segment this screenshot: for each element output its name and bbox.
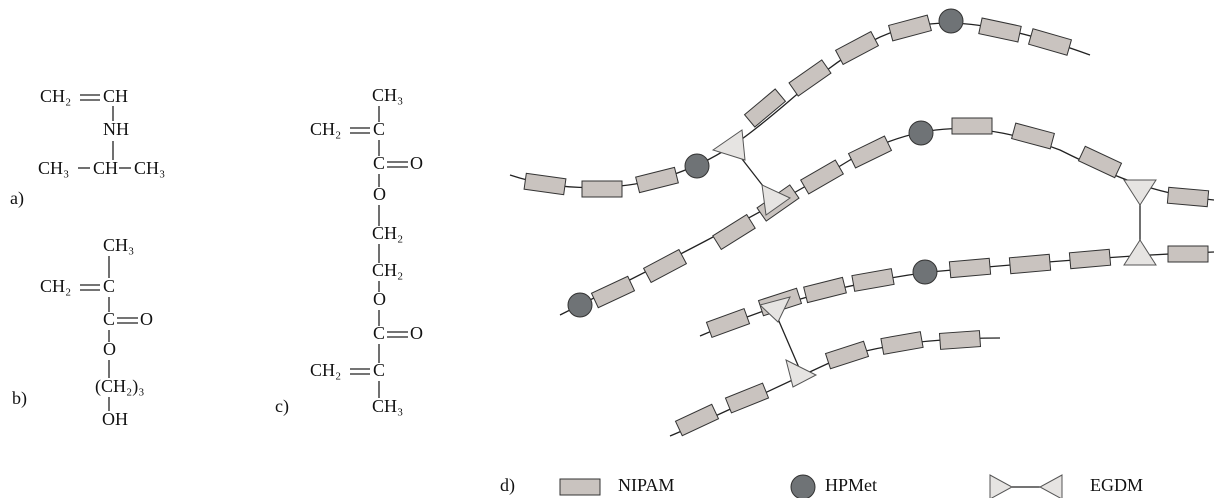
atom: C bbox=[373, 323, 385, 343]
legend-label: NIPAM bbox=[618, 475, 674, 495]
panel-label: a) bbox=[10, 188, 24, 209]
panel-label: b) bbox=[12, 388, 27, 409]
legend-label: HPMet bbox=[825, 475, 877, 495]
structure-b: CH₃ CH₂ C C O O (CH₂)₃ OH b) bbox=[12, 235, 153, 429]
structure-c: CH₃ CH₂ C C O O CH₂ CH₂ O C O CH₂ C CH₃ … bbox=[275, 85, 423, 417]
atom: C bbox=[103, 309, 115, 329]
nipam-unit bbox=[978, 17, 1022, 43]
nipam-unit bbox=[834, 30, 880, 66]
hpmet-unit bbox=[912, 259, 938, 285]
nipam-unit bbox=[743, 88, 787, 128]
atom: CH₂ bbox=[40, 86, 71, 106]
atom: O bbox=[410, 153, 423, 173]
legend-egdm-symbol bbox=[1038, 474, 1063, 498]
egdm-unit bbox=[1123, 179, 1157, 206]
nipam-unit bbox=[1167, 245, 1209, 263]
nipam-unit bbox=[847, 135, 893, 169]
nipam-unit bbox=[705, 308, 751, 338]
nipam-unit bbox=[803, 276, 847, 304]
chain bbox=[509, 22, 1091, 189]
legend-nipam-symbol bbox=[559, 478, 601, 496]
atom: O bbox=[373, 289, 386, 309]
hpmet-unit bbox=[567, 292, 593, 318]
legend-label: EGDM bbox=[1090, 475, 1143, 495]
nipam-unit bbox=[590, 275, 636, 309]
nipam-unit bbox=[799, 159, 845, 195]
atom: CH bbox=[103, 86, 128, 106]
atom: (CH₂)₃ bbox=[95, 376, 145, 397]
nipam-unit bbox=[1010, 122, 1056, 150]
nipam-unit bbox=[1077, 145, 1123, 179]
egdm-unit bbox=[1123, 239, 1157, 266]
nipam-unit bbox=[642, 248, 688, 284]
nipam-unit bbox=[1027, 28, 1073, 56]
nipam-unit bbox=[887, 14, 933, 42]
nipam-unit bbox=[948, 257, 992, 279]
legend-hpmet-symbol bbox=[790, 474, 816, 498]
atom: O bbox=[373, 184, 386, 204]
panel-label: d) bbox=[500, 475, 515, 496]
hpmet-unit bbox=[908, 120, 934, 146]
nipam-unit bbox=[851, 268, 895, 292]
atom: CH₃ bbox=[38, 158, 69, 178]
legend: d) NIPAM HPMet EGDM bbox=[500, 474, 1143, 498]
polymer-network bbox=[509, 8, 1214, 437]
atom: OH bbox=[102, 409, 128, 429]
atom: C bbox=[373, 119, 385, 139]
atom: C bbox=[373, 360, 385, 380]
egdm-unit bbox=[759, 296, 791, 323]
atom: C bbox=[103, 276, 115, 296]
egdm-unit bbox=[785, 359, 818, 388]
egdm-unit bbox=[761, 184, 791, 216]
nipam-unit bbox=[724, 382, 770, 414]
egdm-unit bbox=[711, 129, 746, 161]
atom: CH₂ bbox=[310, 119, 341, 139]
atom: CH₃ bbox=[372, 85, 403, 105]
atom: CH₂ bbox=[310, 360, 341, 380]
nipam-unit bbox=[951, 117, 993, 135]
atom: CH₂ bbox=[372, 223, 403, 243]
atom: O bbox=[103, 339, 116, 359]
atom: O bbox=[410, 323, 423, 343]
legend-egdm-symbol bbox=[989, 474, 1014, 498]
nipam-unit bbox=[635, 166, 679, 194]
chain bbox=[559, 128, 1214, 316]
structure-a: CH₂ CH NH CH₃ CH CH₃ a) bbox=[10, 86, 165, 209]
nipam-unit bbox=[880, 331, 924, 355]
nipam-unit bbox=[1166, 186, 1210, 208]
nipam-unit bbox=[581, 180, 623, 198]
atom: CH₃ bbox=[372, 396, 403, 416]
nipam-unit bbox=[938, 330, 982, 350]
atom: CH bbox=[93, 158, 118, 178]
atom: NH bbox=[103, 119, 129, 139]
nipam-unit bbox=[788, 59, 832, 97]
atom: C bbox=[373, 153, 385, 173]
nipam-unit bbox=[674, 403, 720, 437]
atom: O bbox=[140, 309, 153, 329]
nipam-unit bbox=[523, 172, 567, 196]
hpmet-unit bbox=[938, 8, 964, 34]
nipam-unit bbox=[712, 213, 756, 251]
nipam-unit bbox=[1008, 253, 1052, 275]
atom: CH₃ bbox=[103, 235, 134, 255]
nipam-unit bbox=[824, 340, 870, 370]
atom: CH₃ bbox=[134, 158, 165, 178]
atom: CH₂ bbox=[40, 276, 71, 296]
hpmet-unit bbox=[684, 153, 710, 179]
panel-label: c) bbox=[275, 396, 289, 417]
nipam-unit bbox=[1068, 248, 1112, 270]
atom: CH₂ bbox=[372, 260, 403, 280]
